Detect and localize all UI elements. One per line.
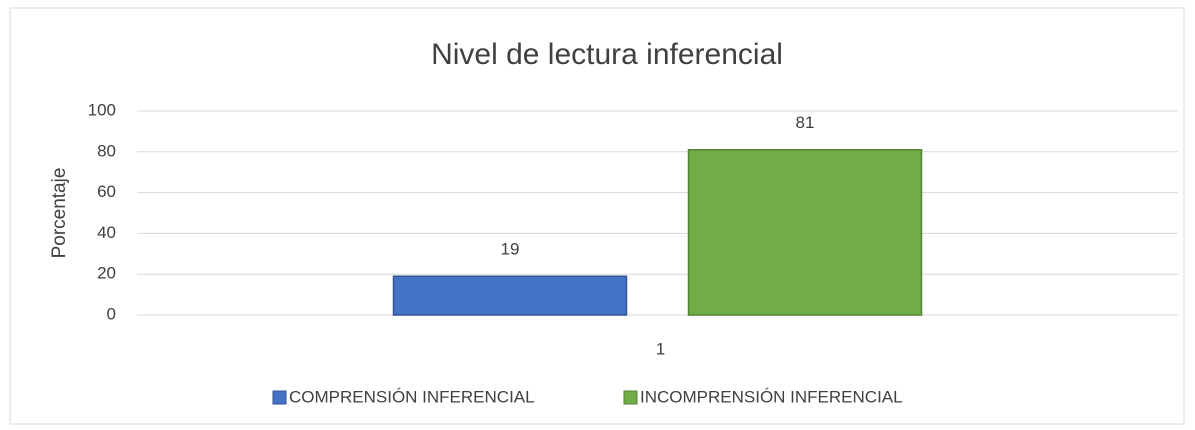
data-label: 19 [501,240,520,259]
x-tick-label: 1 [656,339,665,358]
bar [392,275,628,316]
y-tick-label: 80 [97,141,116,160]
y-tick-label: 100 [88,100,116,119]
data-label: 81 [796,113,815,132]
y-axis-label: Porcentaje [49,168,70,259]
y-tick-label: 20 [97,264,116,283]
y-tick-label: 40 [97,223,116,242]
y-tick-label: 60 [97,182,116,201]
legend-swatch [623,390,638,405]
legend-label: COMPRENSIÓN INFERENCIAL [289,387,535,406]
legend-swatch [272,390,287,405]
chart-frame [9,7,1185,425]
y-tick-label: 0 [107,304,116,323]
chart-title: Nivel de lectura inferencial [431,38,783,71]
legend-label: INCOMPRENSIÓN INFERENCIAL [640,387,903,406]
bar [687,149,923,316]
